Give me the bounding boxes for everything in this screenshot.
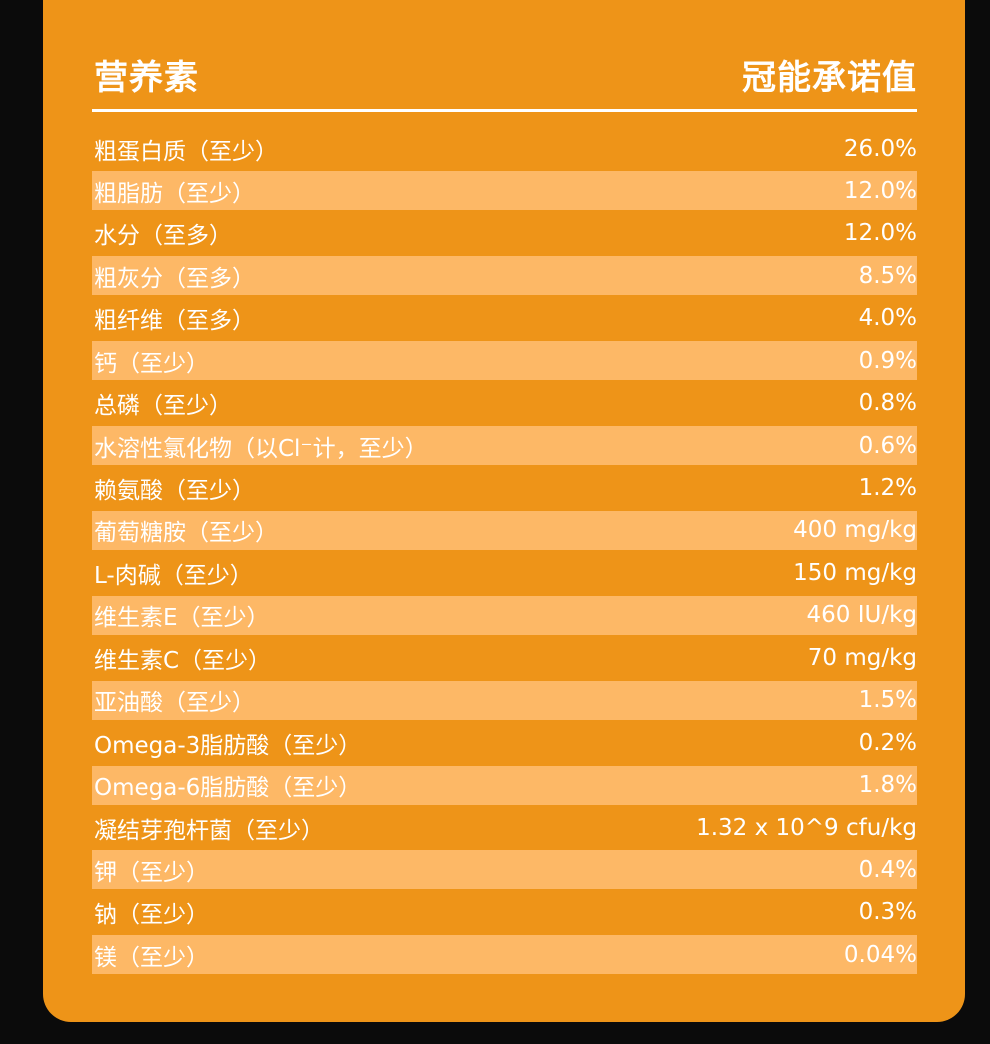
table-row: Omega-3脂肪酸（至少） 0.2% bbox=[92, 723, 917, 762]
nutrient-value: 1.8% bbox=[858, 772, 917, 799]
nutrient-name: 凝结芽孢杆菌（至少） bbox=[94, 817, 324, 844]
nutrient-name: 粗蛋白质（至少） bbox=[94, 138, 278, 165]
nutrient-value: 150 mg/kg bbox=[793, 559, 917, 586]
nutrient-value: 0.3% bbox=[858, 899, 917, 926]
nutrient-name: 钾（至少） bbox=[94, 859, 209, 886]
nutrient-value: 0.4% bbox=[858, 856, 917, 883]
nutrient-name: Omega-6脂肪酸（至少） bbox=[94, 775, 362, 802]
nutrient-name: L-肉碱（至少） bbox=[94, 562, 253, 589]
table-row: 水分（至多） 12.0% bbox=[92, 214, 917, 253]
table-row: 钠（至少） 0.3% bbox=[92, 893, 917, 932]
table-row: 镁（至少） 0.04% bbox=[92, 935, 917, 975]
nutrient-name: 镁（至少） bbox=[94, 944, 209, 971]
nutrient-value: 70 mg/kg bbox=[807, 644, 917, 671]
nutrient-value: 26.0% bbox=[843, 135, 917, 162]
table-header: 营养素 冠能承诺值 bbox=[94, 44, 917, 104]
nutrient-value: 400 mg/kg bbox=[793, 517, 917, 544]
nutrient-name: 粗灰分（至多） bbox=[94, 265, 255, 292]
nutrient-value: 1.32 x 10^9 cfu/kg bbox=[696, 814, 917, 841]
nutrient-value: 1.2% bbox=[858, 475, 917, 501]
nutrient-name: Omega-3脂肪酸（至少） bbox=[94, 732, 362, 759]
nutrient-name: 水溶性氯化物（以Cl⁻计，至少） bbox=[94, 435, 428, 462]
nutrient-name: 葡萄糖胺（至少） bbox=[94, 520, 278, 547]
header-divider bbox=[92, 109, 917, 112]
nutrient-value: 0.2% bbox=[858, 729, 917, 756]
nutrient-value: 12.0% bbox=[843, 177, 917, 204]
table-row: Omega-6脂肪酸（至少） 1.8% bbox=[92, 765, 917, 805]
nutrient-name: 钙（至少） bbox=[94, 350, 209, 377]
nutrient-value: 0.6% bbox=[858, 432, 917, 459]
nutrient-name: 赖氨酸（至少） bbox=[94, 478, 255, 504]
table-row: 粗蛋白质（至少） 26.0% bbox=[92, 129, 917, 168]
table-row: 钙（至少） 0.9% bbox=[92, 341, 917, 381]
table-row: 粗灰分（至多） 8.5% bbox=[92, 256, 917, 296]
nutrient-value: 0.8% bbox=[858, 390, 917, 417]
table-row: 维生素E（至少） 460 IU/kg bbox=[92, 595, 918, 635]
table-row: 粗纤维（至多） 4.0% bbox=[92, 299, 917, 338]
table-row: 维生素C（至少） 70 mg/kg bbox=[92, 638, 917, 677]
nutrient-name: 亚油酸（至少） bbox=[94, 690, 255, 717]
table-row: 凝结芽孢杆菌（至少） 1.32 x 10^9 cfu/kg bbox=[92, 808, 917, 847]
table-row: 总磷（至少） 0.8% bbox=[92, 384, 917, 423]
table-row: L-肉碱（至少） 150 mg/kg bbox=[92, 553, 917, 592]
header-nutrient: 营养素 bbox=[94, 57, 199, 98]
nutrient-name: 总磷（至少） bbox=[94, 393, 232, 420]
nutrient-name: 维生素E（至少） bbox=[94, 605, 270, 632]
nutrient-name: 维生素C（至少） bbox=[94, 647, 272, 674]
table-row: 葡萄糖胺（至少） 400 mg/kg bbox=[92, 510, 917, 550]
nutrient-value: 4.0% bbox=[858, 305, 917, 332]
nutrient-table: 粗蛋白质（至少） 26.0% 粗脂肪（至少） 12.0% 水分（至多） 12.0% 粗灰分（… bbox=[92, 129, 917, 978]
nutrient-name: 钠（至少） bbox=[94, 902, 209, 929]
nutrient-name: 粗脂肪（至少） bbox=[94, 180, 255, 207]
table-row: 赖氨酸（至少） 1.2% bbox=[92, 469, 917, 508]
table-row: 粗脂肪（至少） 12.0% bbox=[92, 171, 917, 211]
nutrient-value: 12.0% bbox=[843, 220, 917, 247]
nutrient-value: 0.04% bbox=[843, 941, 917, 968]
nutrient-name: 水分（至多） bbox=[94, 223, 232, 250]
table-row: 亚油酸（至少） 1.5% bbox=[92, 680, 917, 720]
nutrient-value: 460 IU/kg bbox=[806, 602, 918, 629]
nutrient-value: 1.5% bbox=[858, 687, 917, 714]
table-row: 水溶性氯化物（以Cl⁻计，至少） 0.6% bbox=[92, 426, 917, 466]
table-row: 钾（至少） 0.4% bbox=[92, 850, 917, 890]
nutrient-name: 粗纤维（至多） bbox=[94, 308, 255, 335]
header-guaranteed-value: 冠能承诺值 bbox=[742, 57, 917, 98]
nutrient-value: 0.9% bbox=[858, 347, 917, 374]
nutrient-value: 8.5% bbox=[858, 262, 917, 289]
nutrition-card: 营养素 冠能承诺值 粗蛋白质（至少） 26.0% 粗脂肪（至少） 12.0% 水分（至多… bbox=[43, 0, 965, 1022]
